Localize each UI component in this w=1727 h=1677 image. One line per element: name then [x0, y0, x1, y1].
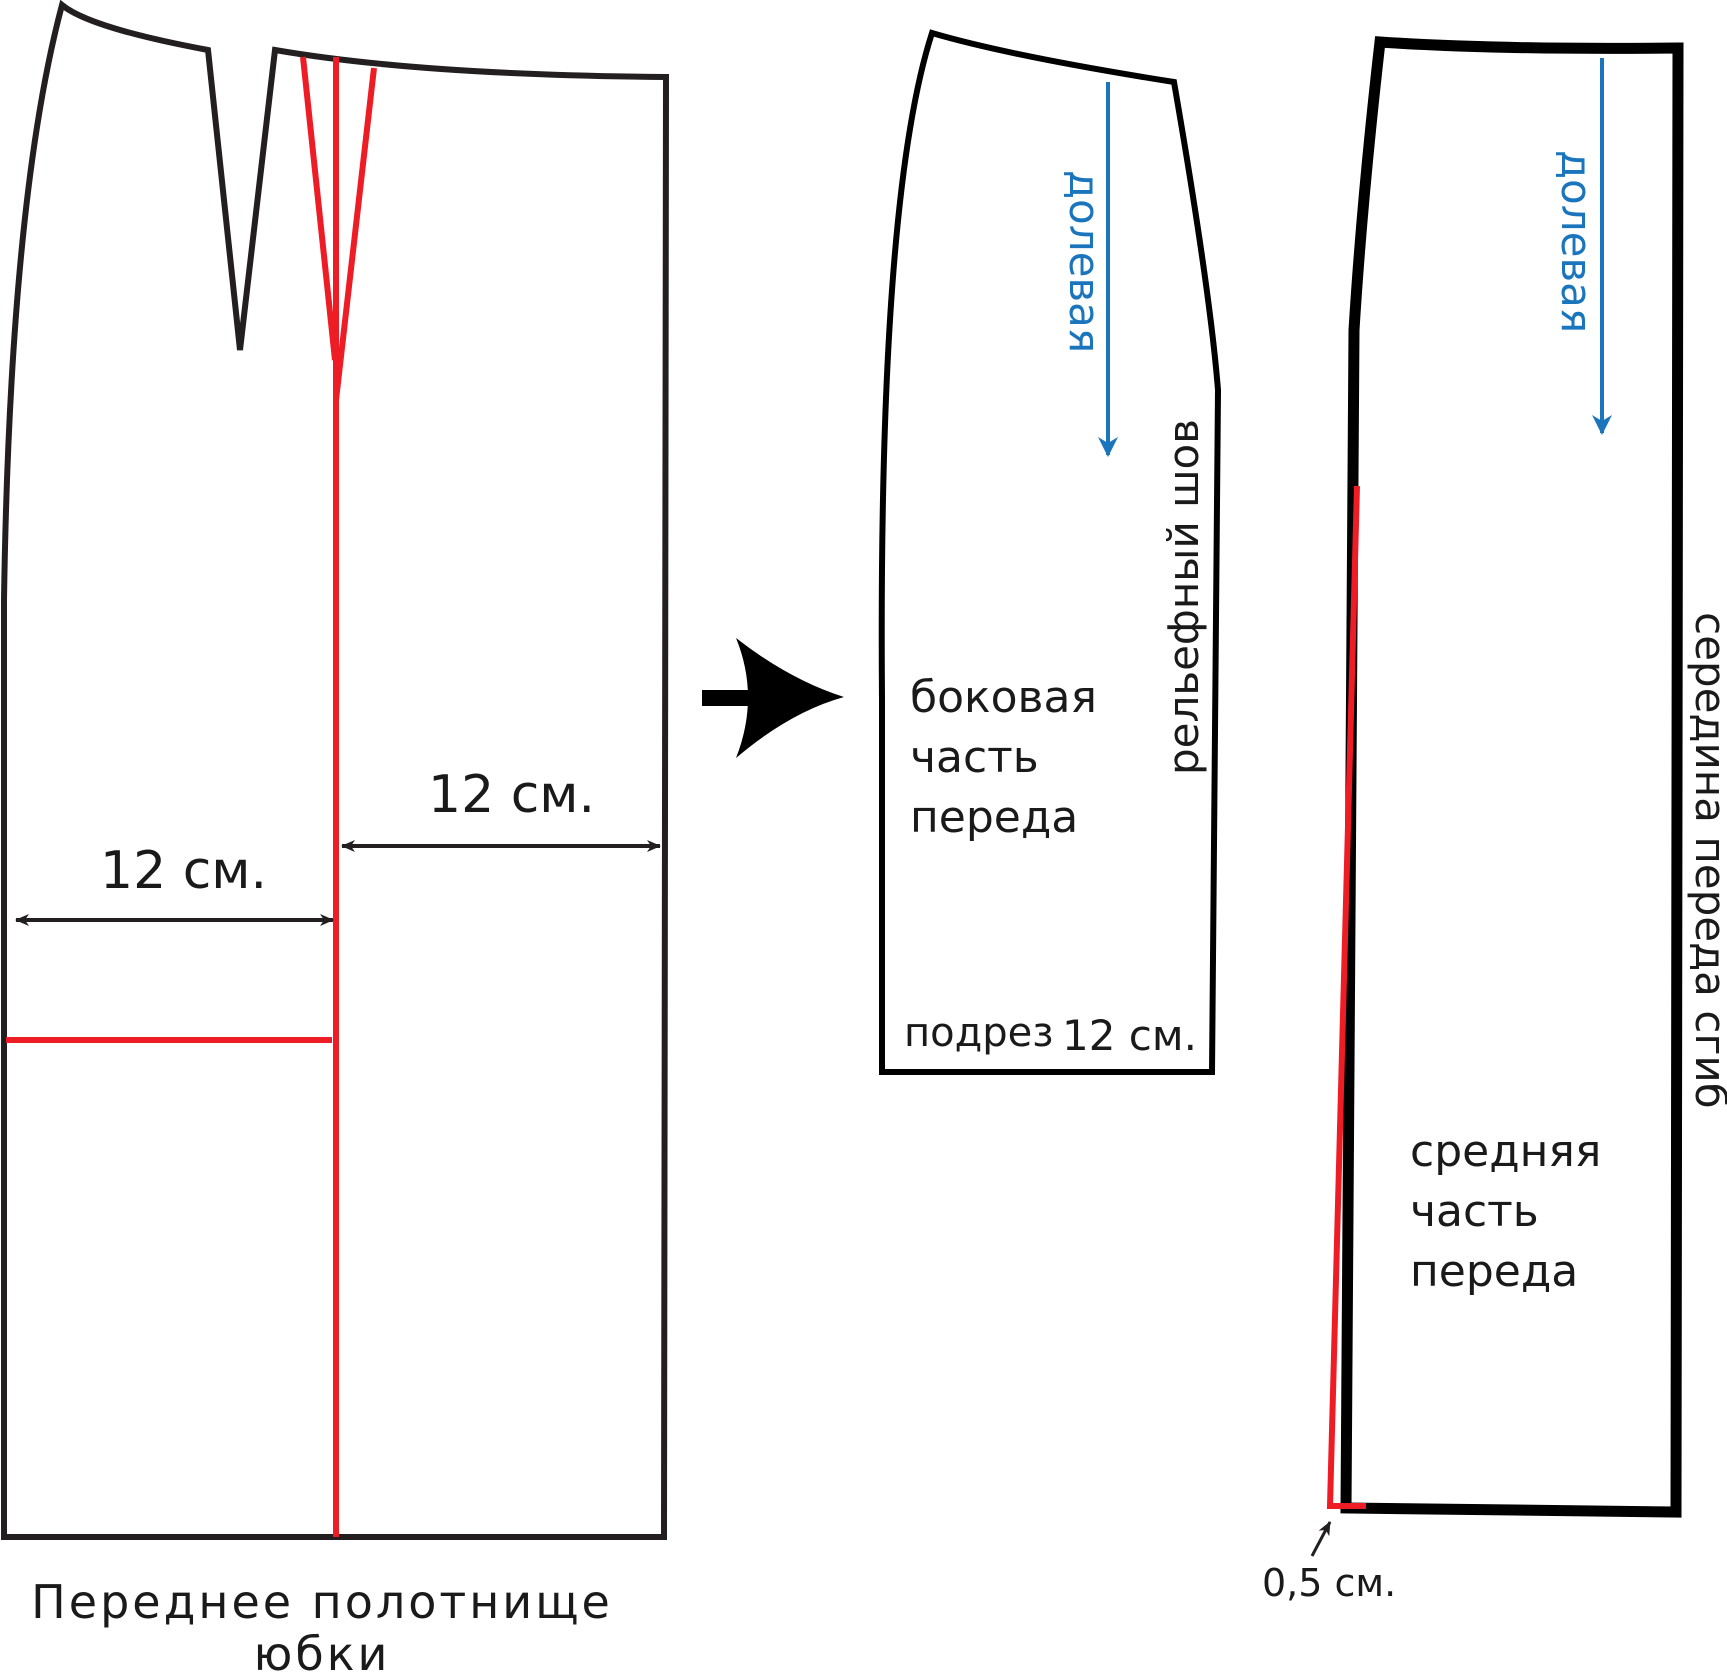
side-piece-label-line3: переда — [910, 792, 1078, 843]
middle-piece-label-line3: переда — [1410, 1246, 1578, 1297]
side-piece-outline — [878, 29, 1222, 1075]
middle-piece-label-line1: средняя — [1410, 1126, 1601, 1177]
middle-piece-label-line2: часть — [1410, 1186, 1539, 1237]
front-panel-outline — [1, 0, 670, 1540]
front-panel-title-line2: юбки — [254, 1627, 391, 1677]
side-piece-label-line2: часть — [910, 732, 1039, 783]
front-panel: 12 см. 12 см. Переднее полотнище юбки — [1, 0, 670, 1677]
side-grain-label: долевая — [1060, 170, 1109, 353]
middle-offset-line — [1326, 485, 1366, 1509]
middle-piece: долевая середина переда сгиб средняя час… — [1262, 36, 1727, 1605]
relief-line — [6, 56, 377, 1537]
side-cut-value: 12 см. — [1062, 1011, 1197, 1060]
transition-arrow — [702, 638, 844, 758]
middle-piece-outline — [1340, 36, 1684, 1518]
dim-left-label: 12 см. — [100, 841, 267, 901]
middle-offset-arrow — [1310, 1521, 1332, 1557]
middle-fold-label: середина переда сгиб — [1686, 612, 1727, 1109]
middle-grain-label: долевая — [1552, 150, 1601, 333]
middle-offset-label: 0,5 см. — [1262, 1561, 1396, 1605]
front-panel-title-line1: Переднее полотнище — [31, 1575, 613, 1629]
side-piece-label-line1: боковая — [910, 672, 1097, 723]
side-cut-word: подрез — [904, 1010, 1054, 1056]
dim-right-label: 12 см. — [428, 765, 595, 825]
side-seam-label: рельефный шов — [1159, 419, 1208, 775]
side-piece: долевая рельефный шов боковая часть пере… — [878, 29, 1222, 1075]
